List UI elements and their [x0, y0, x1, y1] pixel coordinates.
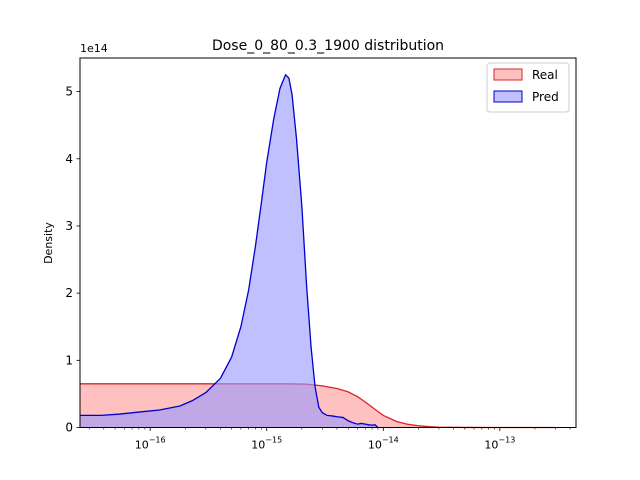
x-tick-label: 10−14: [368, 436, 399, 452]
legend-swatch-pred: [493, 90, 523, 103]
legend-swatch-real: [493, 68, 523, 81]
x-tick-label: 10−15: [251, 436, 282, 452]
axes-frame: [79, 57, 577, 428]
x-tick-label: 10−13: [484, 436, 515, 452]
y-tick-label: 5: [65, 85, 73, 99]
y-tick-label: 1: [65, 353, 73, 367]
legend-label-real: Real: [532, 68, 558, 82]
y-tick-label: 2: [65, 286, 73, 300]
legend-label-pred: Pred: [532, 90, 559, 104]
y-axis-label: Density: [42, 222, 55, 264]
y-tick-label: 0: [65, 421, 73, 435]
y-offset-label: 1e14: [80, 42, 108, 55]
legend: Real Pred: [486, 62, 570, 113]
series-layer: [80, 73, 556, 429]
y-tick-label: 3: [65, 219, 73, 233]
line-pred: [80, 73, 379, 428]
x-axis-ticks: 10−16 10−15 10−14 10−13: [88, 427, 571, 452]
y-tick-label: 4: [65, 152, 73, 166]
x-tick-label: 10−16: [135, 436, 166, 452]
area-pred: [80, 74, 378, 428]
chart-title: Dose_0_80_0.3_1900 distribution: [212, 38, 444, 54]
y-axis-ticks: 0 1 2 3 4 5: [65, 85, 80, 435]
